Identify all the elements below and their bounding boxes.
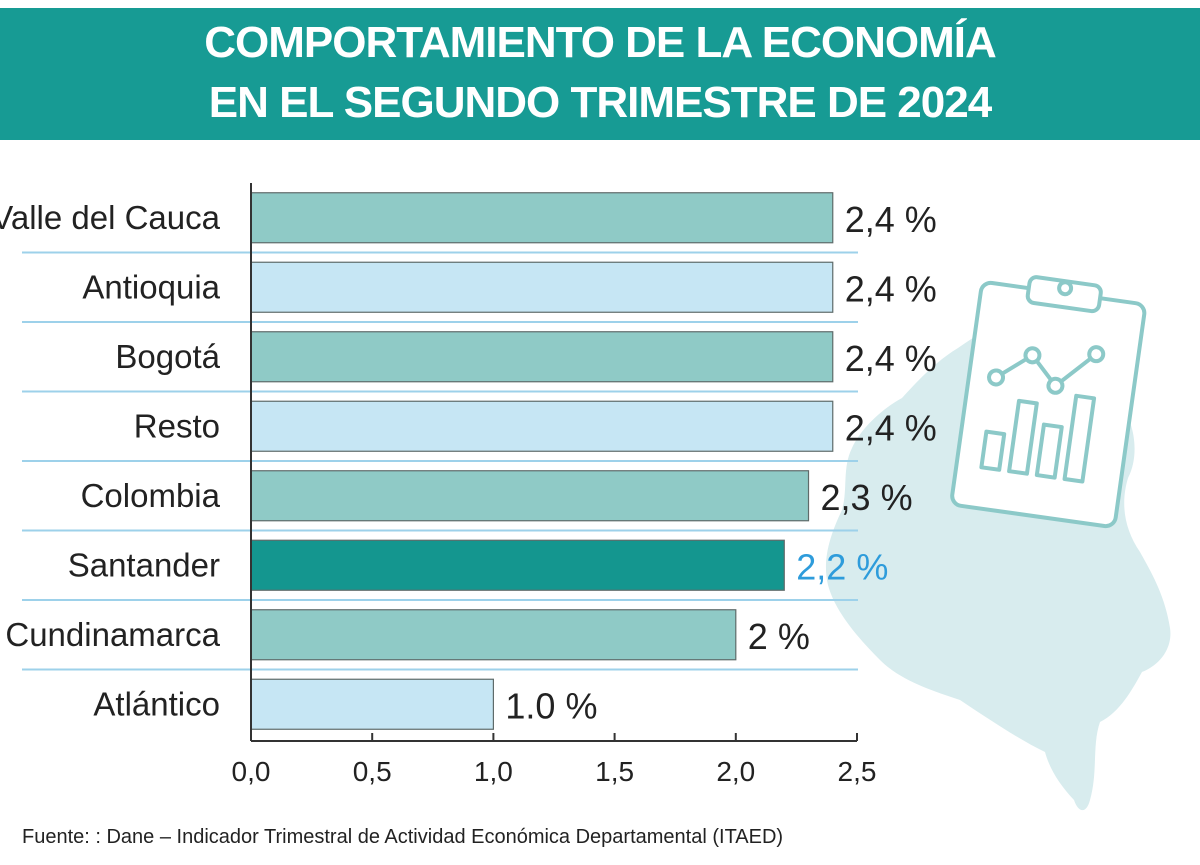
x-tick-label: 0,0 xyxy=(232,756,271,787)
x-tick-label: 1,0 xyxy=(474,756,513,787)
category-label: Santander xyxy=(68,546,220,583)
chart-title-line-1: COMPORTAMIENTO DE LA ECONOMÍA xyxy=(204,18,997,67)
category-label: Cundinamarca xyxy=(5,616,220,653)
category-label: Colombia xyxy=(81,477,221,514)
value-label: 1.0 % xyxy=(505,685,597,726)
x-tick-label: 1,5 xyxy=(595,756,634,787)
clipboard-chart-icon xyxy=(950,275,1147,529)
value-label: 2,2 % xyxy=(796,546,888,587)
value-label: 2 % xyxy=(748,616,810,657)
category-label: Antioquia xyxy=(82,268,220,305)
bar-antioquia xyxy=(250,261,834,313)
source-note: Fuente: : Dane – Indicador Trimestral de… xyxy=(22,826,784,848)
bar-resto xyxy=(250,400,834,452)
bar-atlantico xyxy=(250,678,494,730)
category-label: Resto xyxy=(134,407,220,444)
bar-valle-del-cauca xyxy=(250,192,834,244)
bar-santander xyxy=(250,539,785,591)
chart-title-line-2: EN EL SEGUNDO TRIMESTRE DE 2024 xyxy=(208,78,992,127)
x-tick-label: 2,0 xyxy=(716,756,755,787)
title-banner xyxy=(0,8,1200,140)
bar-cundinamarca xyxy=(250,609,737,661)
x-tick-label: 2,5 xyxy=(838,756,877,787)
category-label: Atlántico xyxy=(93,685,220,722)
category-label: Valle del Cauca xyxy=(0,199,221,236)
bar-bogota xyxy=(250,331,834,383)
x-tick-label: 0,5 xyxy=(353,756,392,787)
value-label: 2,4 % xyxy=(845,407,937,448)
category-label: Bogotá xyxy=(115,338,220,375)
value-label: 2,4 % xyxy=(845,199,937,240)
value-label: 2,4 % xyxy=(845,338,937,379)
value-label: 2,4 % xyxy=(845,268,937,309)
value-label: 2,3 % xyxy=(821,477,913,518)
bar-colombia xyxy=(250,470,810,522)
